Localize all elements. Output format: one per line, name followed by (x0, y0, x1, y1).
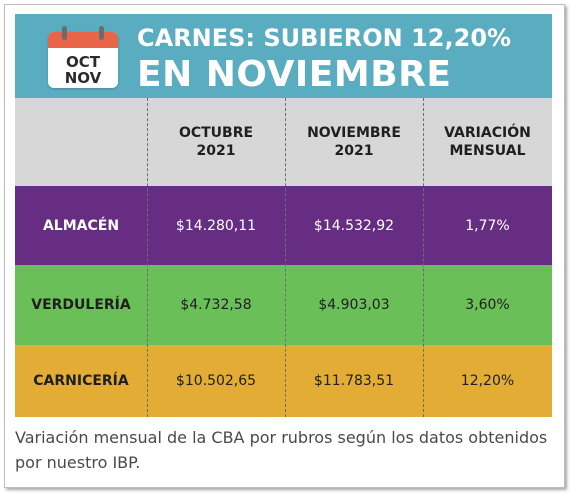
calendar-body: OCT NOV (48, 32, 118, 88)
column-header-noviembre-l2: 2021 (334, 143, 374, 159)
column-header-variacion-l1: VARIACIÓN (444, 125, 531, 141)
column-header-noviembre: NOVIEMBRE 2021 (285, 98, 423, 186)
cell-carniceria-variacion: 12,20% (460, 373, 515, 389)
table-header-row: OCTUBRE 2021 NOVIEMBRE 2021 VARIACIÓN MENSU… (15, 98, 552, 186)
calendar-ring-left (62, 26, 67, 40)
column-divider-2 (285, 98, 286, 417)
calendar-ring-right (99, 26, 104, 40)
cell-carniceria-octubre: $10.502,65 (175, 373, 257, 389)
table-row-almacen: ALMACÉN $14.280,11 $14.532,92 1,77% (15, 186, 552, 265)
table-row-carniceria: CARNICERÍA $10.502,65 $11.783,51 12,20% (15, 345, 552, 417)
table-row-verduleria: VERDULERÍA $4.732,58 $4.903,03 3,60% (15, 265, 552, 345)
cell-carniceria-noviembre: $11.783,51 (313, 373, 395, 389)
column-header-noviembre-l1: NOVIEMBRE (307, 125, 401, 141)
column-header-variacion-l2: MENSUAL (449, 143, 526, 159)
calendar-icon: OCT NOV (48, 26, 118, 88)
cell-verduleria-octubre: $4.732,58 (180, 297, 252, 313)
calendar-text: OCT NOV (48, 54, 118, 86)
cell-almacen-noviembre: $14.532,92 (313, 217, 395, 234)
row-label-almacen: ALMACÉN (42, 217, 120, 234)
column-header-octubre: OCTUBRE 2021 (147, 98, 285, 186)
column-header-octubre-l1: OCTUBRE (178, 125, 254, 141)
cell-verduleria-noviembre: $4.903,03 (318, 297, 390, 313)
infographic-frame: OCT NOV CARNES: SUBIERON 12,20% EN NOVIE… (4, 4, 565, 488)
price-table: OCT NOV CARNES: SUBIERON 12,20% EN NOVIE… (15, 14, 552, 417)
table-header-empty (15, 98, 147, 186)
cell-almacen-octubre: $14.280,11 (175, 217, 257, 234)
headline-line-1: CARNES: SUBIERON 12,20% (137, 24, 512, 52)
calendar-month-1: OCT (66, 53, 100, 71)
column-header-octubre-l2: 2021 (196, 143, 236, 159)
calendar-month-2: NOV (64, 69, 102, 87)
row-label-carniceria: CARNICERÍA (33, 373, 129, 389)
row-label-verduleria: VERDULERÍA (31, 297, 131, 313)
column-divider-1 (147, 98, 148, 417)
cell-almacen-variacion: 1,77% (465, 217, 510, 234)
headline-line-2: EN NOVIEMBRE (137, 54, 452, 95)
caption-text: Variación mensual de la CBA por rubros s… (15, 428, 548, 472)
column-header-variacion: VARIACIÓN MENSUAL (423, 98, 552, 186)
column-divider-3 (423, 98, 424, 417)
cell-verduleria-variacion: 3,60% (465, 297, 510, 313)
calendar-top-band (48, 32, 118, 48)
header-banner: OCT NOV CARNES: SUBIERON 12,20% EN NOVIE… (15, 14, 552, 98)
